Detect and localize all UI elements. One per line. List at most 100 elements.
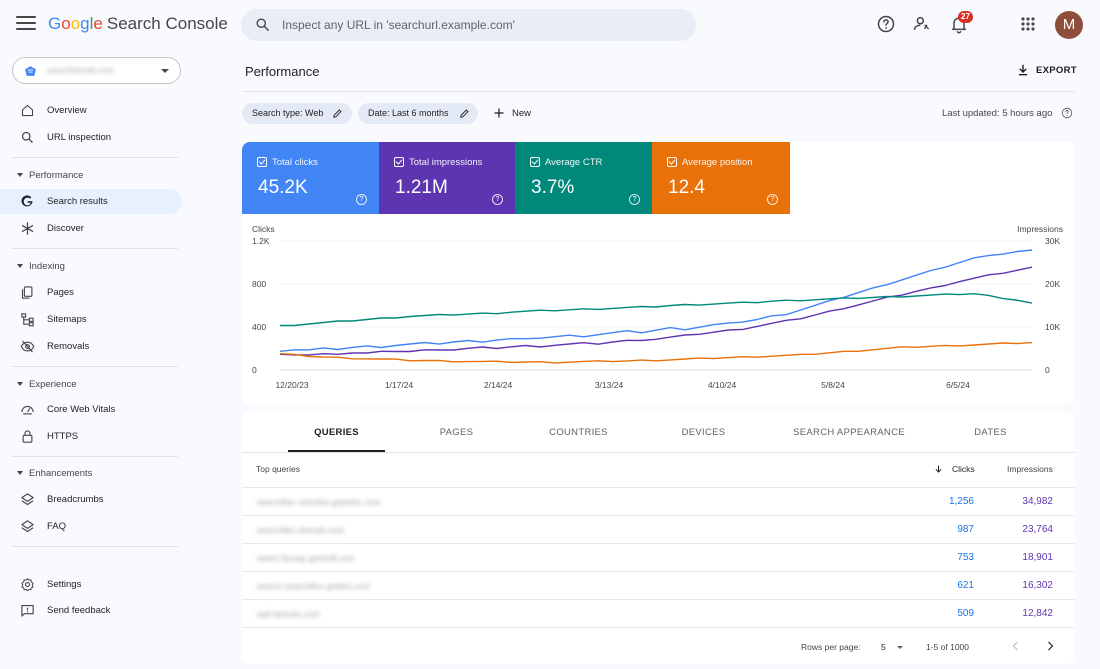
series-line bbox=[279, 341, 1033, 364]
download-icon bbox=[1018, 64, 1028, 76]
series-line bbox=[279, 266, 1033, 356]
help-icon[interactable]: ? bbox=[492, 194, 503, 205]
metric-card-average-ctr[interactable]: Average CTR 3.7% ? bbox=[515, 142, 652, 214]
property-globe-icon bbox=[25, 66, 36, 76]
table-row[interactable]: searchflex domain.com 987 23,764 bbox=[242, 515, 1075, 543]
x-tick-label: 5/8/24 bbox=[821, 380, 845, 390]
sidebar-item-label: Settings bbox=[47, 579, 82, 590]
column-header-query: Top queries bbox=[256, 464, 300, 474]
table-row[interactable]: select bizzap getstuff.com 753 18,901 bbox=[242, 543, 1075, 571]
search-input[interactable] bbox=[282, 15, 682, 35]
edit-pencil-icon bbox=[333, 109, 342, 118]
metric-value: 3.7% bbox=[531, 177, 575, 198]
tab-label: DEVICES bbox=[681, 427, 726, 438]
page-title: Performance bbox=[245, 64, 320, 79]
sidebar-item-removals[interactable]: Removals bbox=[0, 334, 182, 359]
tab-search-appearance[interactable]: SEARCH APPEARANCE bbox=[784, 418, 914, 452]
help-icon[interactable]: ? bbox=[629, 194, 640, 205]
layers-icon bbox=[21, 493, 34, 506]
sidebar-section-performance[interactable]: Performance bbox=[0, 166, 182, 184]
search-icon bbox=[21, 131, 33, 143]
x-tick-label: 6/5/24 bbox=[946, 380, 970, 390]
sidebar-divider bbox=[12, 456, 178, 457]
tab-dates[interactable]: DATES bbox=[942, 418, 1039, 452]
y-left-tick-label: 400 bbox=[252, 322, 266, 332]
table-row[interactable]: add domain.com 509 12,842 bbox=[242, 599, 1075, 627]
rows-per-page-label: Rows per page: bbox=[801, 642, 861, 652]
new-filter-button[interactable]: New bbox=[490, 103, 536, 124]
column-header-clicks[interactable]: Clicks bbox=[952, 464, 975, 474]
sidebar-item-label: FAQ bbox=[47, 521, 67, 532]
query-cell: searchflex oneview gatedoc.com bbox=[257, 497, 381, 507]
metric-card-total-clicks[interactable]: Total clicks 45.2K ? bbox=[242, 142, 379, 214]
sidebar-item-breadcrumbs[interactable]: Breadcrumbs bbox=[0, 487, 182, 512]
sidebar-item-overview[interactable]: Overview bbox=[0, 98, 182, 123]
sidebar-item-sitemaps[interactable]: Sitemaps bbox=[0, 307, 182, 332]
date-filter-chip[interactable]: Date: Last 6 months bbox=[358, 103, 478, 124]
help-icon[interactable] bbox=[1061, 107, 1073, 119]
tab-queries[interactable]: QUERIES bbox=[288, 418, 385, 452]
sort-descending-arrow-icon[interactable] bbox=[934, 464, 943, 474]
sidebar-item-settings[interactable]: Settings bbox=[0, 572, 182, 597]
previous-page-chevron-icon[interactable] bbox=[1010, 640, 1022, 652]
tab-label: QUERIES bbox=[314, 427, 359, 438]
impressions-cell: 12,842 bbox=[1022, 608, 1053, 619]
query-cell: add domain.com bbox=[257, 609, 320, 619]
x-tick-label: 1/17/24 bbox=[385, 380, 414, 390]
export-button[interactable]: EXPORT bbox=[1014, 62, 1077, 80]
table-row[interactable]: search searchflex getdoc.com 621 16,302 bbox=[242, 571, 1075, 599]
property-selector[interactable]: searchdomain.com bbox=[12, 57, 181, 84]
sidebar-item-send-feedback[interactable]: Send feedback bbox=[0, 598, 182, 623]
apps-grid-icon[interactable] bbox=[1018, 14, 1038, 34]
metric-value: 1.21M bbox=[395, 177, 448, 198]
rows-per-page-select[interactable]: 5 bbox=[878, 638, 908, 656]
rows-per-page-value: 5 bbox=[881, 642, 886, 652]
collapse-triangle-icon bbox=[17, 471, 23, 475]
sidebar-item-discover[interactable]: Discover bbox=[0, 216, 182, 241]
chip-label: Date: Last 6 months bbox=[368, 108, 449, 118]
sidebar-item-pages[interactable]: Pages bbox=[0, 280, 182, 305]
section-label: Performance bbox=[29, 170, 84, 181]
sidebar-section-experience[interactable]: Experience bbox=[0, 375, 182, 393]
table-card bbox=[242, 412, 1075, 664]
metric-card-total-impressions[interactable]: Total impressions 1.21M ? bbox=[379, 142, 515, 214]
sidebar-item-https[interactable]: HTTPS bbox=[0, 424, 182, 449]
sidebar-item-label: Send feedback bbox=[47, 605, 111, 616]
sidebar-divider bbox=[12, 366, 178, 367]
sidebar-item-url-inspection[interactable]: URL inspection bbox=[0, 125, 182, 150]
url-inspection-search[interactable] bbox=[241, 9, 696, 41]
account-avatar[interactable]: M bbox=[1055, 11, 1083, 39]
sidebar-section-enhancements[interactable]: Enhancements bbox=[0, 464, 182, 482]
sidebar-item-core-web-vitals[interactable]: Core Web Vitals bbox=[0, 397, 182, 422]
main-menu-icon[interactable] bbox=[16, 16, 36, 34]
layers-icon bbox=[21, 520, 34, 533]
search-console-logo[interactable]: Google Search Console bbox=[48, 14, 228, 34]
sidebar-divider bbox=[12, 248, 178, 249]
sidebar-item-label: HTTPS bbox=[47, 431, 79, 442]
tab-label: DATES bbox=[974, 427, 1007, 438]
column-header-impressions[interactable]: Impressions bbox=[1007, 464, 1053, 474]
search-type-filter-chip[interactable]: Search type: Web bbox=[242, 103, 352, 124]
metric-label: Total impressions bbox=[409, 157, 483, 168]
tab-devices[interactable]: DEVICES bbox=[655, 418, 752, 452]
sidebar-section-indexing[interactable]: Indexing bbox=[0, 257, 182, 275]
property-name: searchdomain.com bbox=[47, 66, 115, 75]
help-icon[interactable] bbox=[876, 14, 896, 34]
clicks-cell: 621 bbox=[957, 580, 974, 591]
help-icon[interactable]: ? bbox=[767, 194, 778, 205]
tab-countries[interactable]: COUNTRIES bbox=[530, 418, 627, 452]
help-icon[interactable]: ? bbox=[356, 194, 367, 205]
metric-card-average-position[interactable]: Average position 12.4 ? bbox=[652, 142, 790, 214]
y-right-tick-label: 20K bbox=[1045, 279, 1060, 289]
export-label: EXPORT bbox=[1036, 65, 1077, 76]
sidebar-item-search-results[interactable]: Search results bbox=[0, 189, 182, 214]
sidebar-item-faq[interactable]: FAQ bbox=[0, 514, 182, 539]
table-row[interactable]: searchflex oneview gatedoc.com 1,256 34,… bbox=[242, 487, 1075, 515]
manage-users-icon[interactable] bbox=[912, 14, 932, 34]
next-page-chevron-icon[interactable] bbox=[1044, 640, 1056, 652]
impressions-cell: 16,302 bbox=[1022, 580, 1053, 591]
tab-pages[interactable]: PAGES bbox=[408, 418, 505, 452]
tab-label: COUNTRIES bbox=[549, 427, 608, 438]
product-name: Search Console bbox=[106, 14, 228, 33]
performance-line-chart[interactable]: Clicks Impressions 1.2K 800 400 0 30K 20K 10K… bbox=[242, 218, 1075, 398]
